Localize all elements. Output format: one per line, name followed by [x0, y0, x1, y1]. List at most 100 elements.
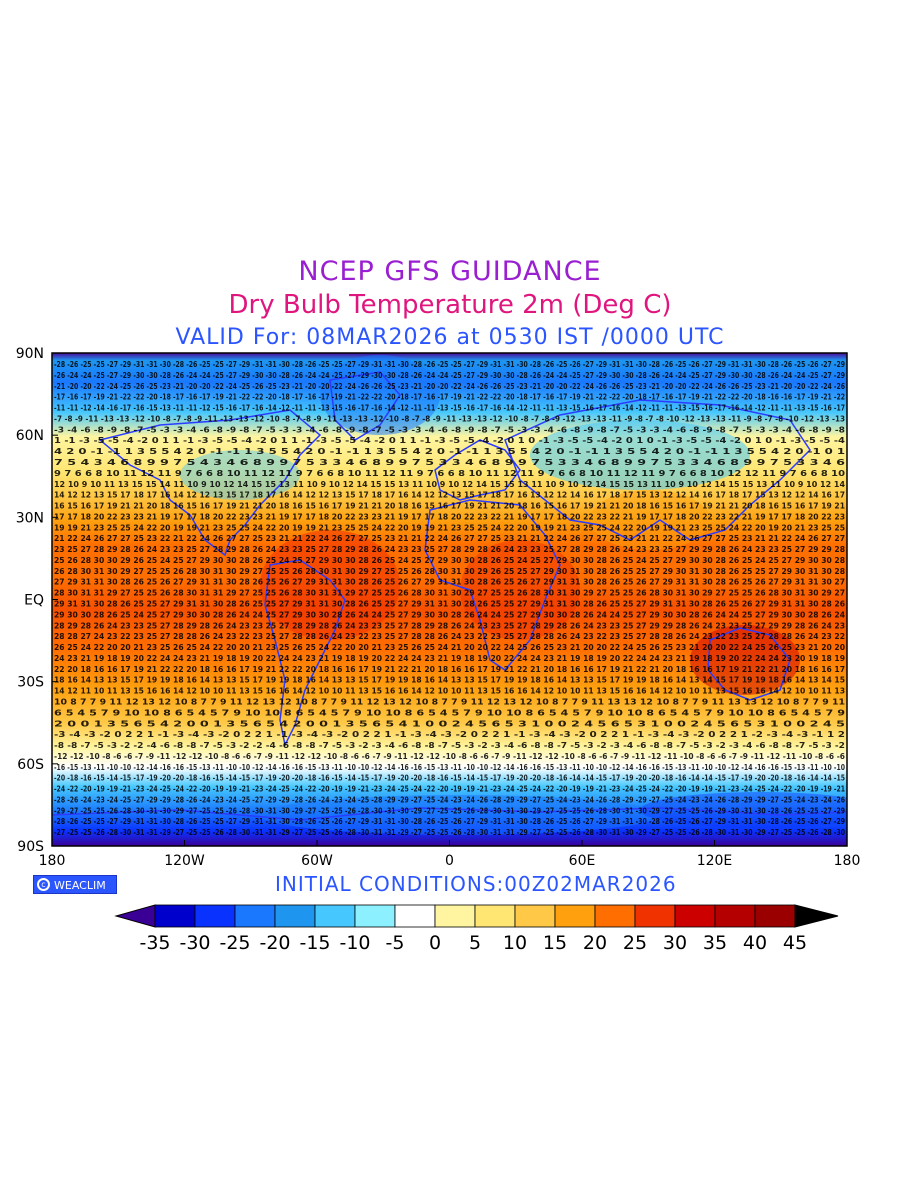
value-row: 26 25 24 22 20 20 21 23 25 26 25 24 22 2…	[54, 643, 845, 652]
value-row: -11 -11 -12 -14 -16 -17 -16 -15 -13 -11 …	[54, 404, 845, 413]
value-row: 24 23 21 19 18 19 20 22 24 24 23 21 19 1…	[54, 654, 845, 663]
value-row: 28 29 28 26 24 23 23 25 27 28 29 28 26 2…	[54, 621, 845, 630]
map-title: NCEP GFS GUIDANCE	[298, 256, 602, 287]
legend-swatch	[554, 904, 596, 928]
legend-tick-label: 35	[703, 932, 727, 954]
value-row: 29 30 30 28 26 25 24 25 27 29 30 30 28 2…	[54, 610, 845, 619]
legend-tick-label: 40	[743, 932, 767, 954]
weaclim-logo: c WEACLIM	[33, 875, 117, 894]
legend-tick-label: 15	[543, 932, 567, 954]
map-title-block: NCEP GFS GUIDANCE Dry Bulb Temperature 2…	[0, 255, 900, 355]
value-row: -8 -8 -7 -5 -3 -2 -2 -4 -6 -8 -8 -7 -5 -…	[54, 741, 845, 750]
lat-label: 90N	[16, 346, 44, 362]
lon-label: 0	[445, 853, 454, 869]
legend-tick-label: 30	[663, 932, 687, 954]
value-row: -28 -26 -24 -23 -24 -25 -27 -29 -29 -28 …	[54, 795, 845, 804]
value-row: -28 -26 -25 -25 -27 -29 -31 -31 -30 -28 …	[54, 360, 845, 369]
value-row: 2 0 0 1 3 5 6 5 4 2 0 0 1 3 5 6 5 4 2 0 …	[54, 719, 846, 728]
value-row: 18 16 14 13 13 15 17 19 19 18 16 14 13 1…	[54, 676, 845, 685]
legend-swatch	[474, 904, 516, 928]
legend-tick-label: -35	[139, 932, 170, 954]
value-row: 16 15 16 17 19 21 21 20 18 16 15 16 17 1…	[54, 502, 845, 511]
value-row: 29 31 31 30 28 26 25 25 27 29 31 31 30 2…	[54, 600, 845, 609]
legend-swatch	[674, 904, 716, 928]
legend-tick-label: 45	[783, 932, 807, 954]
value-row: -3 -4 -3 -2 0 2 2 1 -1 -3 -4 -3 -2 0 2 2…	[54, 730, 845, 739]
legend-tick-label: 20	[583, 932, 607, 954]
legend-swatch	[754, 904, 796, 928]
legend-swatch	[354, 904, 396, 928]
initial-conditions: INITIAL CONDITIONS:00Z02MAR2026	[275, 872, 677, 896]
latitude-labels: 90N 60N 30N EQ 30S 60S 90S	[16, 346, 58, 855]
valid-time: VALID For: 08MAR2026 at 0530 IST /0000 U…	[175, 325, 725, 350]
legend-swatch	[394, 904, 436, 928]
value-row: 10 8 7 7 9 11 12 13 12 10 8 7 7 9 11 12 …	[54, 697, 846, 706]
value-row: 4 2 0 -1 -1 1 3 5 5 4 2 0 -1 -1 1 3 5 5 …	[54, 447, 846, 456]
lon-label: 180	[834, 853, 861, 869]
lat-label: 60N	[16, 428, 44, 444]
legend-swatch	[514, 904, 556, 928]
legend-tick-label: -5	[386, 932, 405, 954]
value-row: 9 7 6 6 8 10 11 12 11 9 7 6 6 8 10 11 12…	[54, 469, 846, 478]
lon-label: 120W	[164, 853, 205, 869]
value-row: -20 -18 -16 -15 -14 -15 -17 -19 -20 -20 …	[54, 774, 845, 783]
legend-tick-label: 5	[469, 932, 481, 954]
legend-tick-label: 25	[623, 932, 647, 954]
value-row: 28 30 31 31 29 27 25 25 26 28 30 31 31 2…	[54, 589, 845, 598]
value-row: 22 20 18 16 16 17 19 21 22 22 20 18 16 1…	[54, 665, 845, 674]
legend-swatch	[194, 904, 236, 928]
lon-label: 180	[39, 853, 66, 869]
lon-label: 60E	[569, 853, 596, 869]
value-row: 1 -1 -3 -5 -5 -4 -2 0 1 1 -1 -3 -5 -5 -4…	[54, 436, 846, 445]
value-row: 28 28 27 24 23 22 23 25 27 28 28 26 24 2…	[54, 632, 845, 641]
coastlines	[52, 371, 847, 821]
legend-swatch	[434, 904, 476, 928]
legend-tick-label: 10	[503, 932, 527, 954]
map-subtitle: Dry Bulb Temperature 2m (Deg C)	[228, 290, 672, 320]
value-row: 14 12 11 10 11 13 15 16 16 14 12 10 10 1…	[54, 687, 845, 696]
legend-swatch	[714, 904, 756, 928]
logo-text: WEACLIM	[54, 879, 106, 892]
station-value-grid: -28 -26 -25 -25 -27 -29 -31 -31 -30 -28 …	[54, 360, 846, 837]
value-row: -28 -26 -25 -25 -27 -29 -31 -31 -30 -28 …	[54, 817, 845, 826]
value-row: 23 25 27 28 29 28 26 24 23 23 25 27 28 2…	[54, 545, 845, 554]
value-row: -27 -25 -25 -26 -28 -30 -31 -31 -29 -27 …	[54, 828, 845, 837]
lat-label: EQ	[24, 593, 44, 609]
value-row: 27 29 31 31 30 28 26 25 26 27 29 31 31 3…	[54, 578, 845, 587]
legend-tick-label: -30	[179, 932, 210, 954]
legend-swatch	[234, 904, 276, 928]
legend-max-arrow	[794, 904, 839, 928]
longitude-labels: 180 120W 60W 0 60E 120E 180	[39, 840, 861, 869]
value-row: 7 5 4 3 4 6 8 9 9 7 5 4 3 4 6 8 9 9 7 5 …	[54, 458, 846, 467]
legend-tick-label: -10	[339, 932, 370, 954]
value-row: 12 10 9 10 11 13 15 15 14 11 10 9 10 12 …	[54, 480, 845, 489]
lat-label: 90S	[17, 839, 44, 855]
value-row: -26 -24 -24 -25 -27 -29 -30 -30 -28 -26 …	[54, 371, 845, 380]
legend-tick-label: 0	[429, 932, 441, 954]
value-row: 17 17 18 20 22 23 23 21 19 17 17 18 20 2…	[54, 512, 845, 521]
value-row: 19 19 21 23 25 25 24 22 20 19 19 21 23 2…	[54, 523, 845, 532]
lat-label: 30S	[17, 675, 44, 691]
value-row: 25 26 28 30 30 29 26 25 24 25 27 29 30 3…	[54, 556, 845, 565]
legend-tick-label: -20	[259, 932, 290, 954]
value-row: 26 28 30 31 30 29 27 25 25 26 28 30 31 3…	[54, 567, 845, 576]
lat-label: 60S	[17, 757, 44, 773]
value-row: -24 -22 -20 -19 -19 -21 -23 -24 -25 -24 …	[54, 785, 845, 794]
value-row: -17 -16 -17 -19 -21 -22 -22 -20 -18 -17 …	[54, 393, 845, 402]
legend-tick-label: -15	[299, 932, 330, 954]
copyright-icon: c	[37, 878, 50, 891]
legend-swatch	[274, 904, 316, 928]
lon-label: 60W	[301, 853, 333, 869]
value-row: 6 5 4 5 7 9 10 10 8 6 5 4 5 7 9 10 10 8 …	[54, 708, 846, 717]
legend-tick-label: -25	[219, 932, 250, 954]
lon-label: 120E	[697, 853, 733, 869]
lat-label: 30N	[16, 510, 44, 526]
value-row: -16 -15 -13 -11 -10 -10 -12 -14 -16 -16 …	[54, 763, 845, 772]
legend-swatch	[594, 904, 636, 928]
legend-swatch	[634, 904, 676, 928]
legend-min-arrow	[114, 904, 156, 928]
legend-swatch	[154, 904, 196, 928]
value-row: 14 12 12 13 15 17 18 17 16 14 12 12 13 1…	[54, 491, 845, 500]
value-row: -7 -8 -9 -11 -13 -13 -12 -10 -8 -7 -8 -9…	[54, 414, 845, 423]
